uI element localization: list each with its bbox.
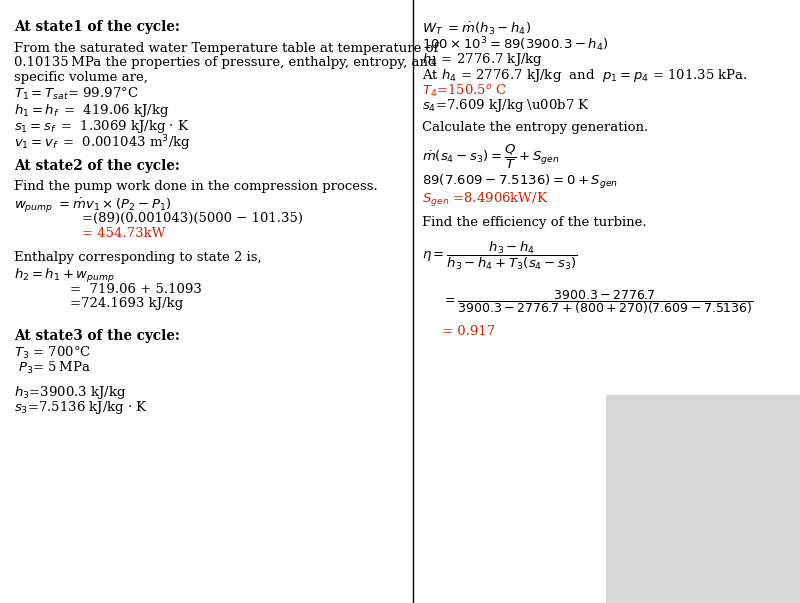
Text: At state2 of the cycle:: At state2 of the cycle:	[14, 159, 180, 172]
Text: $\dot{m}(s_4 - s_3) = \dfrac{Q}{T} + S_{gen}$: $\dot{m}(s_4 - s_3) = \dfrac{Q}{T} + S_{…	[422, 143, 560, 171]
Text: $S_{gen}$ =8.4906kW/K: $S_{gen}$ =8.4906kW/K	[422, 191, 549, 209]
Text: $\eta = \dfrac{h_3 - h_4}{h_3 - h_4 + T_3(s_4 - s_3)}$: $\eta = \dfrac{h_3 - h_4}{h_3 - h_4 + T_…	[422, 239, 578, 272]
Text: = 454.73kW: = 454.73kW	[82, 227, 166, 241]
Text: 0.10135 MPa the properties of pressure, enthalpy, entropy, and: 0.10135 MPa the properties of pressure, …	[14, 56, 437, 69]
Bar	[606, 395, 800, 603]
Text: From the saturated water Temperature table at temperature of: From the saturated water Temperature tab…	[14, 42, 438, 55]
Text: At state1 of the cycle:: At state1 of the cycle:	[14, 20, 180, 34]
Text: $= \dfrac{3900.3 - 2776.7}{3900.3 - 2776.7 + (800 + 270)(7.609 - 7.5136)}$: $= \dfrac{3900.3 - 2776.7}{3900.3 - 2776…	[442, 288, 754, 315]
Text: $s_4$=7.609 kJ/kg \u00b7 K: $s_4$=7.609 kJ/kg \u00b7 K	[422, 97, 590, 114]
Text: $h_1 = h_f\,$ =  419.06 kJ/kg: $h_1 = h_f\,$ = 419.06 kJ/kg	[14, 102, 170, 119]
Text: $P_3$= 5 MPa: $P_3$= 5 MPa	[14, 360, 91, 376]
Text: $W_T$ $= \dot{m}(h_3 - h_4)$: $W_T$ $= \dot{m}(h_3 - h_4)$	[422, 20, 532, 37]
Text: =724.1693 kJ/kg: =724.1693 kJ/kg	[70, 297, 184, 311]
Text: Find the efficiency of the turbine.: Find the efficiency of the turbine.	[422, 216, 647, 230]
Bar	[413, 0, 800, 395]
Text: $T_3$ = 700°C: $T_3$ = 700°C	[14, 345, 91, 361]
Text: =(89)(0.001043)(5000 − 101.35): =(89)(0.001043)(5000 − 101.35)	[82, 212, 303, 225]
Bar	[413, 395, 606, 603]
Text: $h_4$ = 2776.7 kJ/kg: $h_4$ = 2776.7 kJ/kg	[422, 51, 543, 68]
Text: Find the pump work done in the compression process.: Find the pump work done in the compressi…	[14, 180, 378, 194]
Text: $100\times10^3 = 89(3900.3 - h_4)$: $100\times10^3 = 89(3900.3 - h_4)$	[422, 36, 609, 54]
Text: At state3 of the cycle:: At state3 of the cycle:	[14, 329, 180, 343]
Text: $T_1 = T_{sat}$= 99.97°C: $T_1 = T_{sat}$= 99.97°C	[14, 86, 139, 103]
Bar	[0, 0, 413, 603]
Text: $s_1 = s_f\,$ =  1.3069 kJ/kg · K: $s_1 = s_f\,$ = 1.3069 kJ/kg · K	[14, 118, 190, 134]
Text: $89(7.609 - 7.5136) = 0 + S_{gen}$: $89(7.609 - 7.5136) = 0 + S_{gen}$	[422, 173, 618, 191]
Text: $s_3$=7.5136 kJ/kg · K: $s_3$=7.5136 kJ/kg · K	[14, 399, 148, 416]
Text: Enthalpy corresponding to state 2 is,: Enthalpy corresponding to state 2 is,	[14, 251, 262, 265]
Text: specific volume are,: specific volume are,	[14, 71, 148, 84]
Text: Calculate the entropy generation.: Calculate the entropy generation.	[422, 121, 649, 134]
Text: $v_1 = v_f\,$ =  0.001043 m$^3$/kg: $v_1 = v_f\,$ = 0.001043 m$^3$/kg	[14, 133, 191, 153]
Text: =  719.06 + 5.1093: = 719.06 + 5.1093	[70, 283, 202, 296]
Text: $h_3$=3900.3 kJ/kg: $h_3$=3900.3 kJ/kg	[14, 384, 126, 401]
Text: At $h_4$ = 2776.7 kJ/kg  and  $p_1 = p_4$ = 101.35 kPa.: At $h_4$ = 2776.7 kJ/kg and $p_1 = p_4$ …	[422, 67, 748, 84]
Text: $h_2 = h_1 + w_{pump}$: $h_2 = h_1 + w_{pump}$	[14, 267, 115, 285]
Text: $T_4$=150.5$^o$ C: $T_4$=150.5$^o$ C	[422, 83, 507, 99]
Text: = 0.917: = 0.917	[442, 325, 496, 338]
Text: $w_{pump}$ $= \dot{m}v_1 \times(P_2 - P_1)$: $w_{pump}$ $= \dot{m}v_1 \times(P_2 - P_…	[14, 196, 172, 215]
